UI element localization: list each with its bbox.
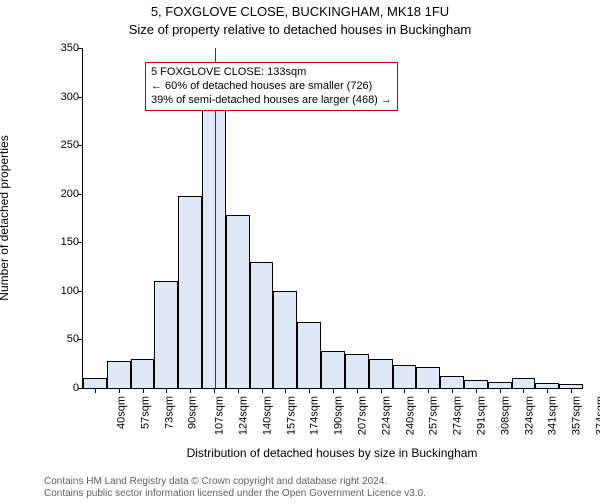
x-tick-label: 107sqm bbox=[214, 396, 226, 435]
y-tick-mark bbox=[78, 194, 83, 195]
histogram-bar bbox=[321, 351, 345, 388]
histogram-bar bbox=[83, 378, 107, 388]
chart-subtitle: Size of property relative to detached ho… bbox=[0, 22, 600, 37]
x-tick-mark bbox=[476, 388, 477, 393]
y-tick-label: 100 bbox=[49, 285, 79, 297]
x-tick-label: 57sqm bbox=[139, 396, 151, 429]
histogram-bar bbox=[297, 322, 321, 388]
x-tick-mark bbox=[262, 388, 263, 393]
x-tick-label: 274sqm bbox=[452, 396, 464, 435]
x-tick-label: 124sqm bbox=[238, 396, 250, 435]
chart-title: 5, FOXGLOVE CLOSE, BUCKINGHAM, MK18 1FU bbox=[0, 4, 600, 20]
y-tick-mark bbox=[78, 388, 83, 389]
y-tick-label: 300 bbox=[49, 91, 79, 103]
x-tick-label: 40sqm bbox=[115, 396, 127, 429]
histogram-bar bbox=[369, 359, 393, 388]
annotation-box: 5 FOXGLOVE CLOSE: 133sqm← 60% of detache… bbox=[145, 62, 398, 111]
y-tick-mark bbox=[78, 242, 83, 243]
plot-area: 05010015020025030035040sqm57sqm73sqm90sq… bbox=[82, 48, 583, 389]
histogram-bar bbox=[464, 380, 488, 388]
x-tick-mark bbox=[333, 388, 334, 393]
x-tick-mark bbox=[500, 388, 501, 393]
x-tick-mark bbox=[238, 388, 239, 393]
y-axis-label: Number of detached properties bbox=[0, 135, 11, 300]
y-tick-mark bbox=[78, 97, 83, 98]
footer-line1: Contains HM Land Registry data © Crown c… bbox=[44, 476, 426, 488]
histogram-bar bbox=[178, 196, 202, 388]
y-tick-label: 0 bbox=[49, 382, 79, 394]
y-tick-label: 250 bbox=[49, 139, 79, 151]
x-tick-mark bbox=[166, 388, 167, 393]
x-tick-mark bbox=[119, 388, 120, 393]
x-tick-label: 374sqm bbox=[595, 396, 600, 435]
x-tick-label: 140sqm bbox=[261, 396, 273, 435]
x-tick-label: 224sqm bbox=[380, 396, 392, 435]
y-tick-mark bbox=[78, 291, 83, 292]
histogram-bar bbox=[512, 378, 536, 388]
histogram-bar bbox=[154, 281, 178, 388]
y-tick-mark bbox=[78, 145, 83, 146]
footer-attribution: Contains HM Land Registry data © Crown c… bbox=[44, 476, 426, 500]
footer-line2: Contains public sector information licen… bbox=[44, 488, 426, 500]
x-tick-label: 190sqm bbox=[333, 396, 345, 435]
histogram-bar bbox=[345, 354, 369, 388]
x-tick-mark bbox=[143, 388, 144, 393]
annotation-line: 39% of semi-detached houses are larger (… bbox=[151, 94, 392, 108]
x-tick-mark bbox=[523, 388, 524, 393]
x-tick-label: 257sqm bbox=[428, 396, 440, 435]
y-tick-label: 350 bbox=[49, 42, 79, 54]
x-tick-label: 73sqm bbox=[163, 396, 175, 429]
x-tick-mark bbox=[309, 388, 310, 393]
annotation-line: ← 60% of detached houses are smaller (72… bbox=[151, 80, 392, 94]
x-tick-label: 157sqm bbox=[285, 396, 297, 435]
x-tick-mark bbox=[357, 388, 358, 393]
x-tick-label: 240sqm bbox=[404, 396, 416, 435]
y-tick-mark bbox=[78, 48, 83, 49]
y-tick-label: 200 bbox=[49, 188, 79, 200]
x-tick-label: 90sqm bbox=[187, 396, 199, 429]
x-tick-mark bbox=[428, 388, 429, 393]
x-tick-mark bbox=[190, 388, 191, 393]
x-tick-label: 207sqm bbox=[357, 396, 369, 435]
x-tick-label: 324sqm bbox=[523, 396, 535, 435]
annotation-line: 5 FOXGLOVE CLOSE: 133sqm bbox=[151, 66, 392, 80]
x-tick-mark bbox=[95, 388, 96, 393]
x-tick-mark bbox=[404, 388, 405, 393]
x-tick-mark bbox=[381, 388, 382, 393]
chart-container: Number of detached properties 0501001502… bbox=[44, 48, 584, 428]
x-tick-label: 308sqm bbox=[499, 396, 511, 435]
x-tick-mark bbox=[571, 388, 572, 393]
x-tick-mark bbox=[452, 388, 453, 393]
histogram-bar bbox=[440, 376, 464, 388]
histogram-bar bbox=[202, 106, 226, 388]
x-axis-label: Distribution of detached houses by size … bbox=[82, 446, 582, 460]
histogram-bar bbox=[273, 291, 297, 388]
y-tick-label: 50 bbox=[49, 333, 79, 345]
histogram-bar bbox=[226, 215, 250, 388]
histogram-bar bbox=[131, 359, 155, 388]
y-tick-mark bbox=[78, 339, 83, 340]
x-tick-label: 341sqm bbox=[547, 396, 559, 435]
histogram-bar bbox=[107, 361, 131, 388]
histogram-bar bbox=[393, 365, 417, 388]
x-tick-label: 174sqm bbox=[309, 396, 321, 435]
x-tick-mark bbox=[214, 388, 215, 393]
histogram-bar bbox=[416, 367, 440, 388]
x-tick-mark bbox=[547, 388, 548, 393]
x-tick-label: 357sqm bbox=[571, 396, 583, 435]
y-tick-label: 150 bbox=[49, 236, 79, 248]
x-tick-label: 291sqm bbox=[476, 396, 488, 435]
histogram-bar bbox=[250, 262, 274, 388]
x-tick-mark bbox=[285, 388, 286, 393]
